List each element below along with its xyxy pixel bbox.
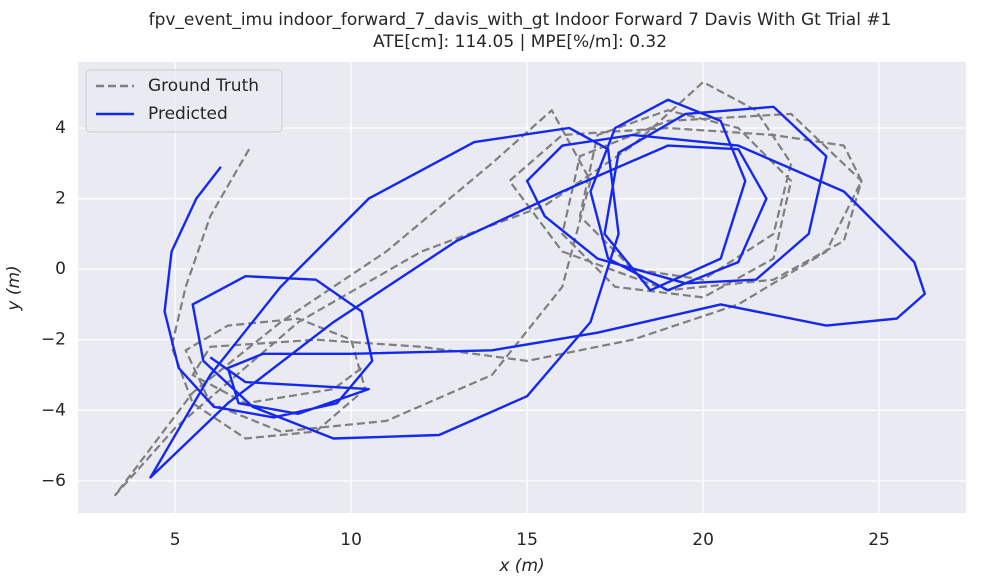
y-tick-label: −2 — [41, 330, 66, 350]
x-tick-label: 10 — [340, 530, 362, 550]
trajectory-line — [149, 98, 926, 479]
x-tick-label: 20 — [692, 530, 714, 550]
y-tick-label: −6 — [41, 471, 66, 491]
x-tick-label: 25 — [868, 530, 890, 550]
y-tick-label: −4 — [41, 400, 66, 420]
x-tick-label: 5 — [170, 530, 181, 550]
y-tick-label: 4 — [55, 118, 66, 138]
legend-box — [85, 69, 283, 133]
x-tick-label: 15 — [516, 530, 538, 550]
trajectory-line — [114, 80, 863, 497]
chart-title: fpv_event_imu indoor_forward_7_davis_wit… — [149, 10, 892, 30]
y-axis-label: y (m) — [4, 265, 24, 311]
legend-label: Predicted — [148, 104, 228, 124]
x-axis-label: x (m) — [498, 556, 544, 576]
chart-subtitle: ATE[cm]: 114.05 | MPE[%/m]: 0.32 — [373, 32, 667, 52]
legend-label: Ground Truth — [148, 76, 259, 96]
y-tick-label: 2 — [55, 189, 66, 209]
y-tick-label: 0 — [55, 259, 66, 279]
